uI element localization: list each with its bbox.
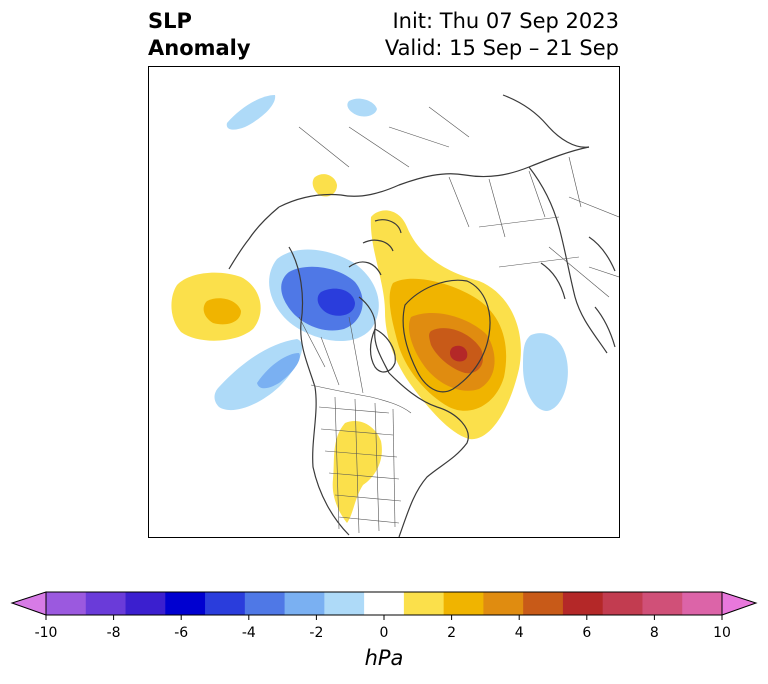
colorbar-cell — [46, 592, 87, 615]
title-type: Anomaly — [148, 36, 251, 60]
title-left: SLP Anomaly — [148, 8, 251, 62]
political-borders — [298, 106, 619, 534]
colorbar-tick-label: -4 — [241, 625, 256, 641]
canada-negative-core — [317, 288, 355, 316]
colorbar-max-extension — [721, 591, 758, 616]
colorbar-tick-label: 2 — [447, 625, 457, 641]
colorbar-cell — [443, 592, 484, 615]
colorbar-tick-label: 10 — [713, 625, 731, 641]
colorbar-tick-label: -10 — [34, 625, 58, 641]
northeast-pacific-negative — [214, 339, 303, 411]
colorbar-cell — [165, 592, 206, 615]
anomaly-map — [171, 94, 619, 537]
colorbar-tick-label: 6 — [582, 625, 592, 641]
northeast-pacific-negative-core — [257, 353, 300, 389]
init-date: Init: Thu 07 Sep 2023 — [392, 9, 619, 33]
colorbar-cell — [364, 592, 405, 615]
colorbar-cell — [523, 592, 564, 615]
colorbar-tick-label: -6 — [174, 625, 189, 641]
title-right: Init: Thu 07 Sep 2023 Valid: 15 Sep – 21… — [385, 8, 619, 62]
arctic-negative-anomaly — [347, 98, 377, 117]
colorbar-min-extension — [10, 591, 47, 616]
siberia-positive-anomaly — [312, 174, 337, 197]
chukchi-negative-anomaly — [226, 95, 276, 130]
colorbar-cell — [125, 592, 166, 615]
colorbar-cell — [284, 592, 325, 615]
colorbar-cell — [403, 592, 445, 615]
colorbar-tick-label: 0 — [379, 625, 389, 641]
greenland-positive-core — [449, 345, 468, 362]
colorbar-cell — [642, 592, 683, 615]
colorbar-cells — [46, 592, 723, 615]
colorbar-cell — [324, 592, 365, 615]
colorbar-cell — [562, 592, 604, 615]
colorbar-cell — [602, 592, 643, 615]
map-panel — [148, 66, 620, 538]
colorbar-cell — [85, 592, 127, 615]
colorbar-cell — [244, 592, 286, 615]
colorbar-cell — [205, 592, 246, 615]
title-variable: SLP — [148, 9, 192, 33]
colorbar-cell — [682, 592, 723, 615]
valid-range: Valid: 15 Sep – 21 Sep — [384, 36, 619, 60]
colorbar-units: hPa — [364, 646, 404, 670]
colorbar-ticks — [45, 615, 723, 620]
colorbar-tick-label: -8 — [106, 625, 121, 641]
colorbar-tick-label: -2 — [309, 625, 324, 641]
colorbar — [10, 591, 758, 620]
colorbar-tick-label: 8 — [649, 625, 659, 641]
pacific-positive-core — [203, 298, 241, 325]
colorbar-tick-label: 4 — [514, 625, 524, 641]
colorbar-cell — [483, 592, 524, 615]
coastlines — [228, 94, 616, 537]
atlantic-negative-anomaly — [523, 333, 568, 411]
